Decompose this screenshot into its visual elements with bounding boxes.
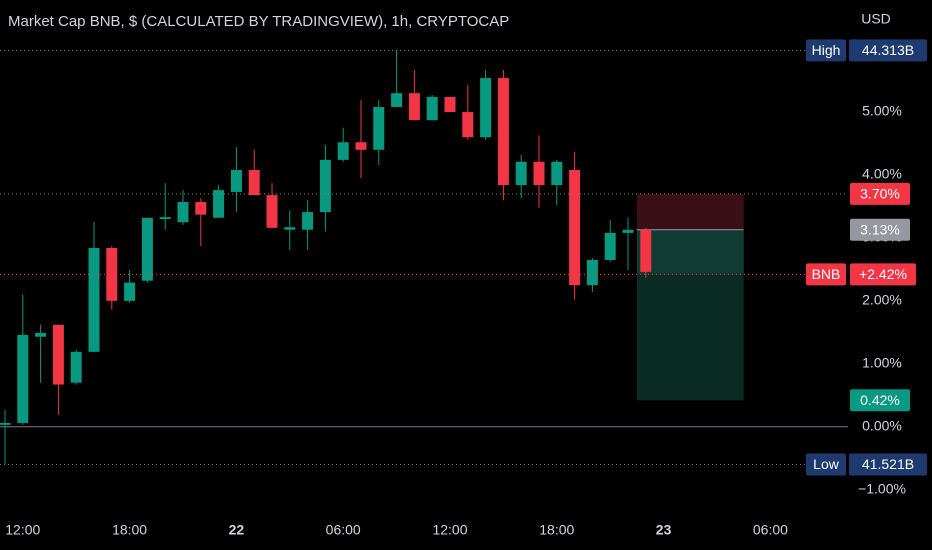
x-tick-label: 06:00 xyxy=(753,522,788,538)
x-tick-label: 18:00 xyxy=(539,522,574,538)
entry-label-box xyxy=(850,218,910,241)
x-tick-label: 12:00 xyxy=(432,522,467,538)
candle-body xyxy=(141,217,153,281)
low-value-box xyxy=(849,453,927,476)
y-tick-label: 4.00% xyxy=(862,166,902,182)
stop-label: 3.70% xyxy=(860,186,900,202)
target-label-box xyxy=(850,389,910,412)
last-name-box xyxy=(806,263,846,286)
stop-label-box xyxy=(850,182,910,205)
candle-body xyxy=(373,106,385,150)
candle-body xyxy=(533,161,545,186)
candle-body xyxy=(177,202,189,223)
candle-body xyxy=(551,161,563,186)
x-tick-label: 06:00 xyxy=(326,522,361,538)
candle-body xyxy=(88,247,100,352)
candle-body xyxy=(462,112,474,138)
x-tick-label: 18:00 xyxy=(112,522,147,538)
candle-body xyxy=(52,324,64,385)
candle-body xyxy=(70,351,82,383)
candle-body xyxy=(35,332,47,337)
candle-body xyxy=(195,202,207,215)
candle-body xyxy=(284,227,296,230)
y-tick-label: −1.00% xyxy=(858,480,906,496)
candle-body xyxy=(302,212,314,230)
high-name: High xyxy=(812,42,841,58)
candle-body xyxy=(569,169,581,286)
y-tick-label: 0.00% xyxy=(862,417,902,433)
candle-body xyxy=(426,96,438,121)
candle-body xyxy=(622,229,634,233)
last-label: +2.42% xyxy=(859,266,907,282)
entry-label: 3.13% xyxy=(860,221,900,237)
x-tick-label: 12:00 xyxy=(5,522,40,538)
candle-body xyxy=(337,142,349,160)
candle-body xyxy=(0,422,11,425)
candle-body xyxy=(391,93,403,107)
high-name-box xyxy=(806,39,846,62)
candle-body xyxy=(213,190,225,218)
stop-zone xyxy=(636,193,744,230)
entry-fill xyxy=(636,229,744,275)
candle-body xyxy=(106,247,118,301)
target-label: 0.42% xyxy=(860,392,900,408)
candle-body xyxy=(480,78,492,138)
candle-body xyxy=(17,334,29,423)
low-name: Low xyxy=(813,456,840,472)
candle-body xyxy=(319,159,331,213)
candle-body xyxy=(515,161,527,186)
high-value-box xyxy=(849,39,927,62)
candle-body xyxy=(408,93,420,121)
candle-body xyxy=(266,195,278,228)
plot-area xyxy=(0,49,848,466)
candle-body xyxy=(248,169,260,196)
candle-body xyxy=(497,78,509,186)
candle-body xyxy=(604,232,616,260)
low-value: 41.521B xyxy=(862,456,914,472)
x-tick-label: 23 xyxy=(656,522,672,538)
candle-body xyxy=(124,282,136,301)
low-name-box xyxy=(806,453,846,476)
last-name: BNB xyxy=(812,266,841,282)
candle-body xyxy=(355,142,367,150)
candle-body xyxy=(159,217,171,220)
currency-label: USD xyxy=(861,11,891,27)
candle-body xyxy=(230,169,242,192)
candle-body xyxy=(444,96,456,113)
high-value: 44.313B xyxy=(862,42,914,58)
candle-body xyxy=(640,229,652,272)
y-tick-label: 1.00% xyxy=(862,354,902,370)
y-tick-label: 5.00% xyxy=(862,103,902,119)
y-tick-label: 2.00% xyxy=(862,292,902,308)
x-tick-label: 22 xyxy=(229,522,245,538)
last-label-box xyxy=(850,263,916,286)
chart-title: Market Cap BNB, $ (CALCULATED BY TRADING… xyxy=(8,13,509,30)
candle-body xyxy=(586,259,598,286)
